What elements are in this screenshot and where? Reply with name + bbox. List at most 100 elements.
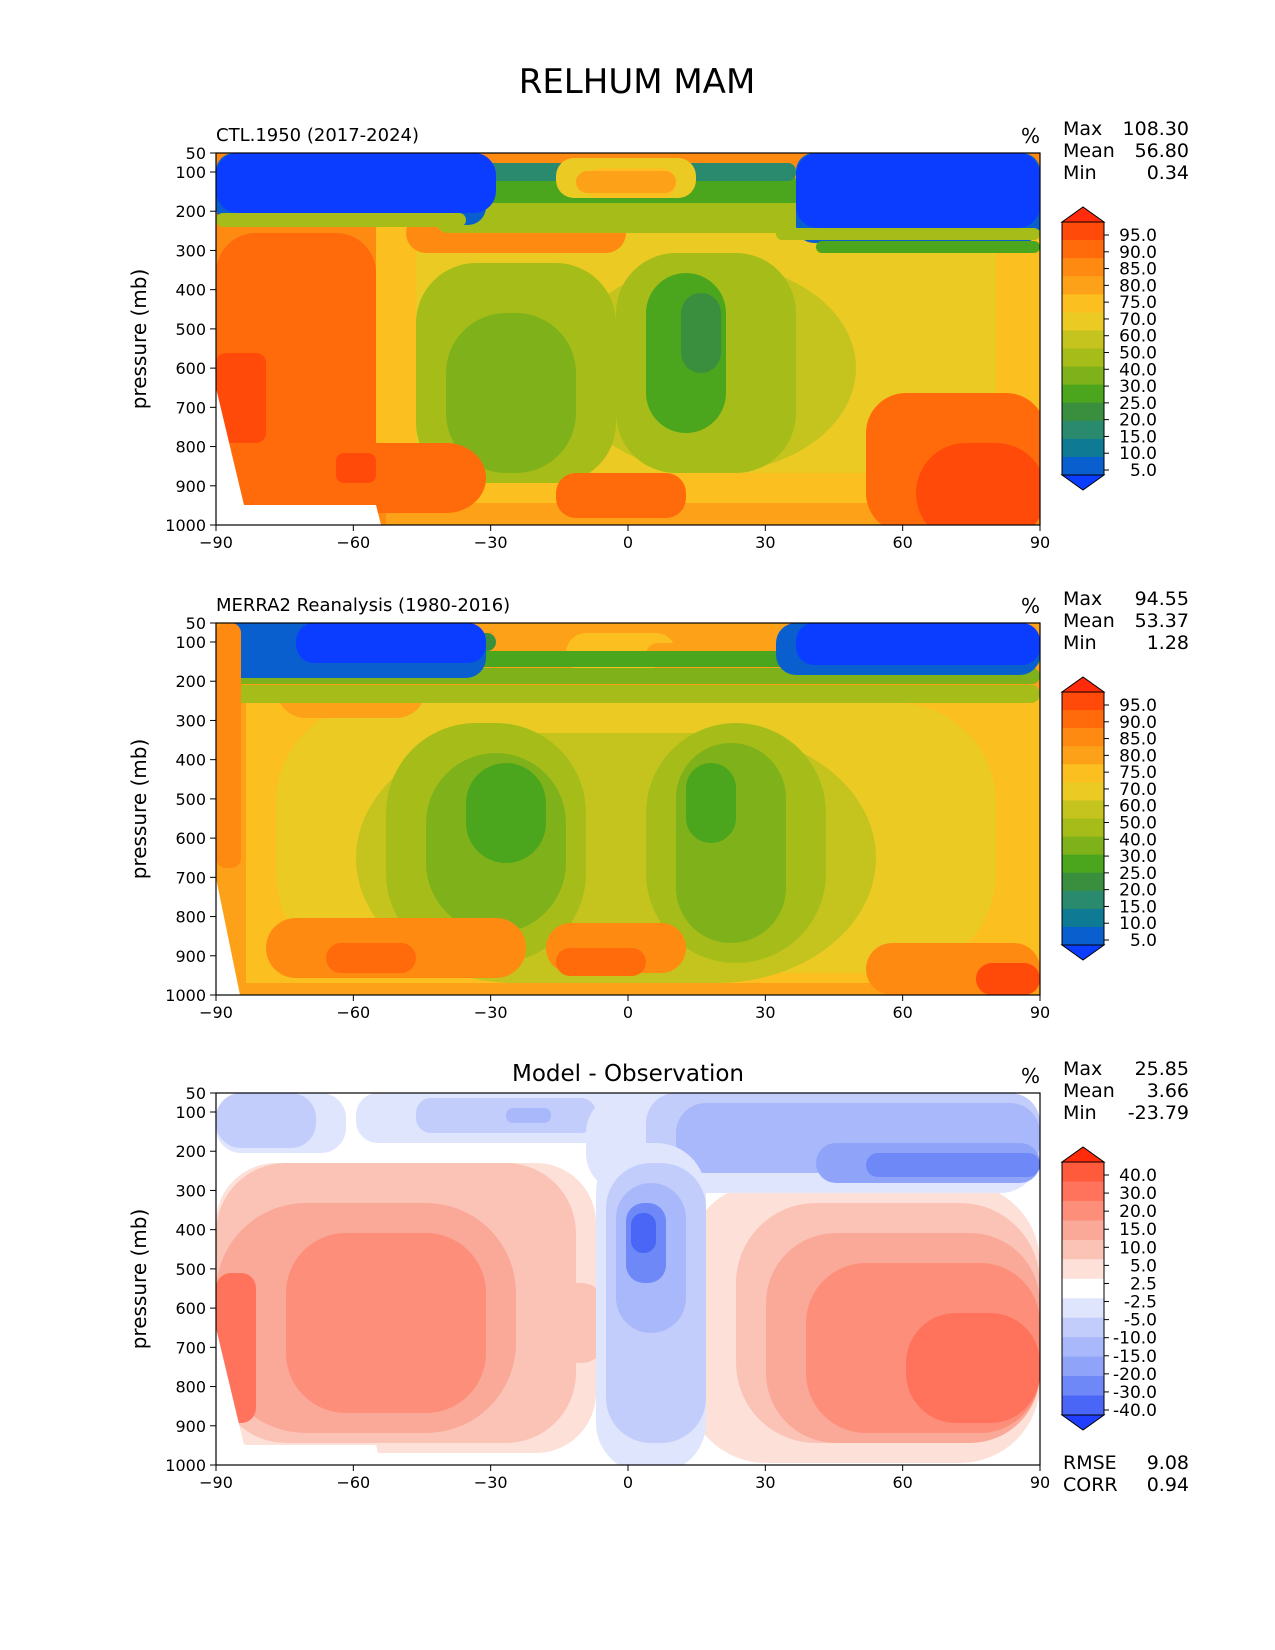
x-tick-label: −60 <box>336 1003 370 1022</box>
missing-data-area <box>216 1328 381 1465</box>
y-tick-label: 200 <box>175 202 206 221</box>
colorbar-label: 15.0 <box>1119 427 1157 447</box>
y-tick-label: 600 <box>175 829 206 848</box>
x-tick-label: −30 <box>474 1003 508 1022</box>
colorbar-band <box>1062 258 1104 277</box>
colorbar-band <box>1062 456 1104 476</box>
colorbar-band <box>1062 294 1104 313</box>
y-tick-label: 900 <box>175 1417 206 1436</box>
x-tick-label: 30 <box>755 1473 775 1492</box>
units-label: % <box>1021 1064 1040 1088</box>
y-axis-label: pressure (mb) <box>127 1209 151 1350</box>
contour-band <box>436 198 816 233</box>
colorbar-band <box>1062 728 1104 747</box>
y-axis-label: pressure (mb) <box>127 739 151 880</box>
colorbar-band <box>1062 1395 1104 1416</box>
colorbar-band <box>1062 926 1104 946</box>
x-tick-label: −60 <box>336 1473 370 1492</box>
colorbar-label: 5.0 <box>1130 461 1157 481</box>
colorbar: 95.090.085.080.075.070.060.050.040.030.0… <box>1060 206 1157 491</box>
colorbar-band <box>1062 1239 1104 1260</box>
colorbar-band <box>1062 240 1104 259</box>
stat-value: 25.85 <box>1135 1058 1189 1080</box>
colorbar-label: 15.0 <box>1119 1220 1157 1240</box>
contour-field <box>216 1093 1040 1465</box>
colorbar-label: 25.0 <box>1119 864 1157 884</box>
stat-value: 94.55 <box>1135 588 1189 610</box>
colorbar-label: 70.0 <box>1119 310 1157 330</box>
colorbar-label: 75.0 <box>1119 763 1157 783</box>
y-tick-label: 400 <box>175 281 206 300</box>
missing-data-area <box>216 388 381 525</box>
colorbar: 40.030.020.015.010.05.02.5-2.5-5.0-10.0-… <box>1060 1146 1157 1431</box>
contour-field <box>216 153 1040 525</box>
colorbar-label: 80.0 <box>1119 746 1157 766</box>
stat-label: Mean <box>1063 1080 1115 1102</box>
contour-band <box>681 293 721 373</box>
colorbar-extend-max <box>1060 1146 1106 1163</box>
stat-label: Min <box>1063 632 1097 654</box>
colorbar-label: 10.0 <box>1119 444 1157 464</box>
y-tick-label: 500 <box>175 790 206 809</box>
contour-band <box>296 623 486 663</box>
colorbar-label: 20.0 <box>1119 411 1157 431</box>
units-label: % <box>1021 124 1040 148</box>
colorbar-label: 60.0 <box>1119 797 1157 817</box>
colorbar-label: 50.0 <box>1119 344 1157 364</box>
y-tick-label: 50 <box>186 1084 206 1103</box>
colorbar-frame <box>1061 1161 1105 1416</box>
colorbar-label: 5.0 <box>1130 1256 1157 1276</box>
colorbar-label: 10.0 <box>1119 1238 1157 1258</box>
colorbar-label: 25.0 <box>1119 394 1157 414</box>
colorbar-label: 75.0 <box>1119 293 1157 313</box>
colorbar-label: -10.0 <box>1113 1329 1157 1349</box>
x-tick-label: −90 <box>199 1473 233 1492</box>
panel-title: Model - Observation <box>512 1061 744 1087</box>
contour-band <box>796 153 1040 228</box>
colorbar-band <box>1062 348 1104 368</box>
colorbar-band <box>1062 1298 1104 1319</box>
colorbar-label: 2.5 <box>1130 1274 1157 1294</box>
colorbar-label: -5.0 <box>1124 1311 1157 1331</box>
colorbar-label: 95.0 <box>1119 226 1157 246</box>
colorbar-band <box>1062 782 1104 801</box>
y-tick-label: 700 <box>175 868 206 887</box>
contour-band <box>556 948 646 976</box>
x-tick-label: 60 <box>892 1473 912 1492</box>
contour-band <box>216 153 496 213</box>
y-tick-label: 100 <box>175 633 206 652</box>
stat-label: Mean <box>1063 140 1115 162</box>
missing-data-area <box>216 878 240 995</box>
contour-band <box>326 943 416 973</box>
colorbar-label: -2.5 <box>1124 1293 1157 1313</box>
colorbar-label: 90.0 <box>1119 243 1157 263</box>
colorbar-band <box>1062 1317 1104 1338</box>
colorbar-extend-max <box>1060 676 1106 693</box>
y-tick-label: 700 <box>175 398 206 417</box>
y-tick-label: 300 <box>175 711 206 730</box>
contour-band <box>906 1313 1040 1423</box>
colorbar-band <box>1062 1181 1104 1202</box>
colorbar-label: -40.0 <box>1113 1401 1157 1421</box>
y-tick-label: 300 <box>175 241 206 260</box>
colorbar-band <box>1062 312 1104 331</box>
colorbar-frame <box>1061 691 1105 946</box>
y-tick-label: 500 <box>175 1260 206 1279</box>
colorbar-band <box>1062 1220 1104 1241</box>
colorbar-extend-min <box>1060 944 1106 961</box>
contour-band <box>816 241 1040 253</box>
y-tick-label: 50 <box>186 144 206 163</box>
y-tick-label: 100 <box>175 1103 206 1122</box>
y-tick-label: 900 <box>175 477 206 496</box>
colorbar-band <box>1062 1259 1104 1280</box>
colorbar-label: 95.0 <box>1119 696 1157 716</box>
colorbar-band <box>1062 276 1104 295</box>
colorbar-band <box>1062 402 1104 422</box>
colorbar-frame <box>1061 221 1105 476</box>
colorbar-band <box>1062 1356 1104 1377</box>
y-tick-label: 700 <box>175 1338 206 1357</box>
panel-title: MERRA2 Reanalysis (1980-2016) <box>216 595 510 616</box>
contour-band <box>216 353 266 443</box>
contour-band <box>796 623 1040 665</box>
